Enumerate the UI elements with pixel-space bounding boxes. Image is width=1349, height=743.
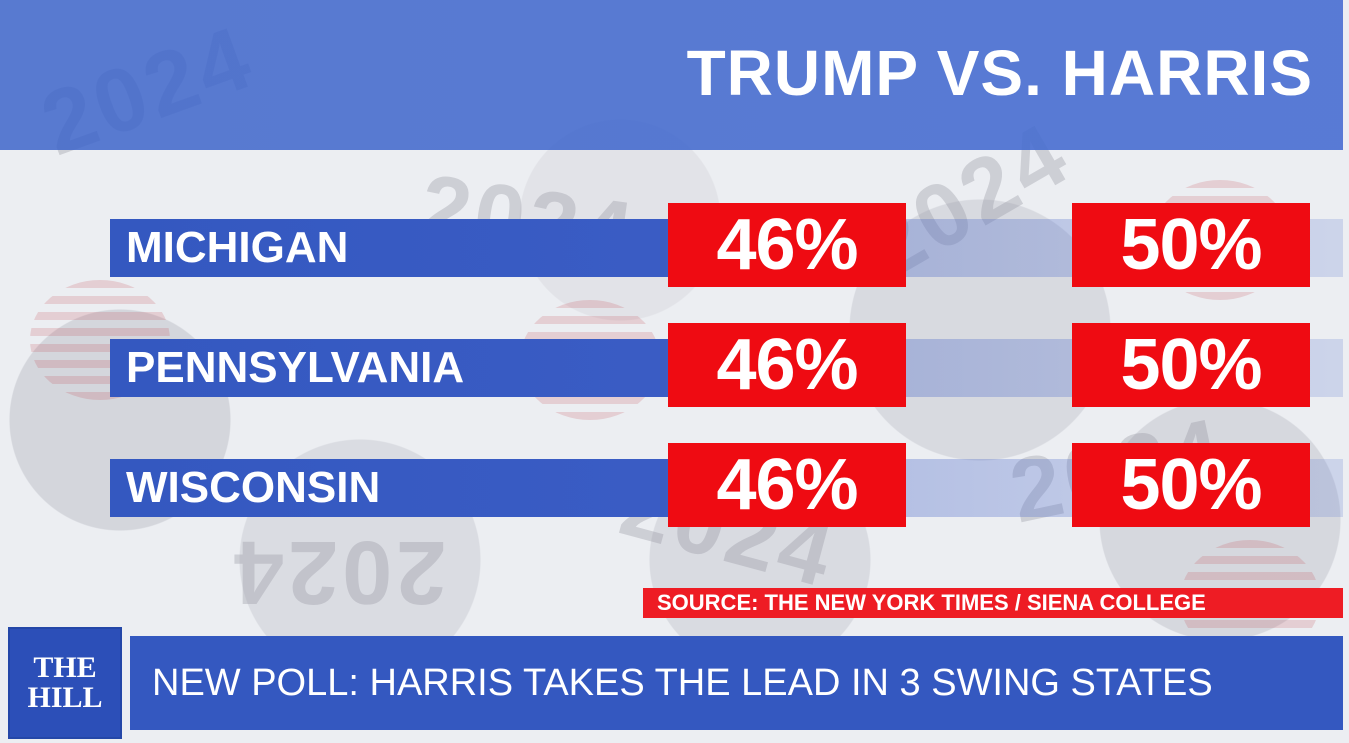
the-hill-logo: THE HILL bbox=[8, 627, 122, 739]
trump-percentage: 46% bbox=[668, 323, 906, 407]
page-title: TRUMP VS. HARRIS bbox=[686, 37, 1313, 109]
harris-percentage: 50% bbox=[1072, 203, 1310, 287]
trump-percentage: 46% bbox=[668, 443, 906, 527]
harris-percentage: 50% bbox=[1072, 443, 1310, 527]
logo-line-1: THE bbox=[33, 651, 97, 684]
state-label: WISCONSIN bbox=[126, 463, 381, 512]
harris-percentage: 50% bbox=[1072, 323, 1310, 407]
title-banner bbox=[0, 0, 1343, 150]
state-label: MICHIGAN bbox=[126, 223, 349, 272]
source-caption: SOURCE: THE NEW YORK TIMES / SIENA COLLE… bbox=[643, 588, 1343, 618]
lower-third-banner bbox=[130, 636, 1343, 730]
logo-line-2: HILL bbox=[27, 681, 103, 714]
trump-percentage: 46% bbox=[668, 203, 906, 287]
state-label: PENNSYLVANIA bbox=[126, 343, 465, 392]
headline-text: NEW POLL: HARRIS TAKES THE LEAD IN 3 SWI… bbox=[152, 662, 1213, 704]
